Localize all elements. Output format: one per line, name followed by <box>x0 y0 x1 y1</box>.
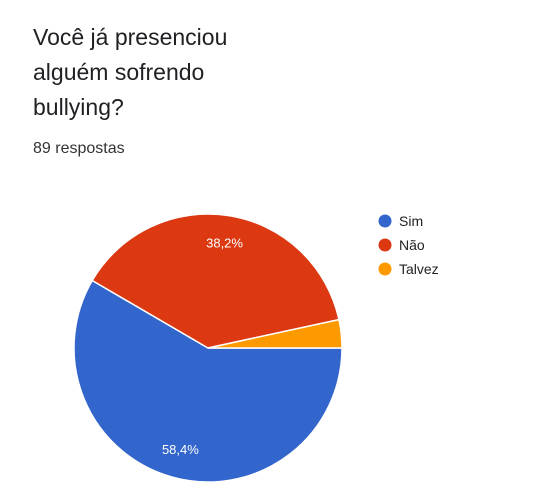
pie-slice-talvez <box>207 318 343 349</box>
chart-legend: Sim Não Talvez <box>378 213 439 277</box>
pie-slice-labels: 58,4% 38,2% <box>162 235 243 457</box>
question-title: Você já presenciou alguém sofrendo bully… <box>33 24 228 120</box>
legend-swatch-talvez <box>378 262 392 276</box>
legend-label-sim: Sim <box>399 213 423 229</box>
slice-label-não: 38,2% <box>206 235 243 250</box>
pie-slices <box>73 213 343 483</box>
legend-label-talvez: Talvez <box>399 261 439 277</box>
slice-label-sim: 58,4% <box>162 442 199 457</box>
pie-slice-sim <box>73 279 343 483</box>
legend-label-não: Não <box>399 237 425 253</box>
legend-swatch-sim <box>378 214 392 228</box>
pie-slice-não <box>91 213 340 349</box>
response-count: 89 respostas <box>33 140 125 157</box>
legend-item-não: Não <box>378 237 425 253</box>
legend-item-sim: Sim <box>378 213 423 229</box>
legend-item-talvez: Talvez <box>378 261 439 277</box>
legend-swatch-não <box>378 238 392 252</box>
